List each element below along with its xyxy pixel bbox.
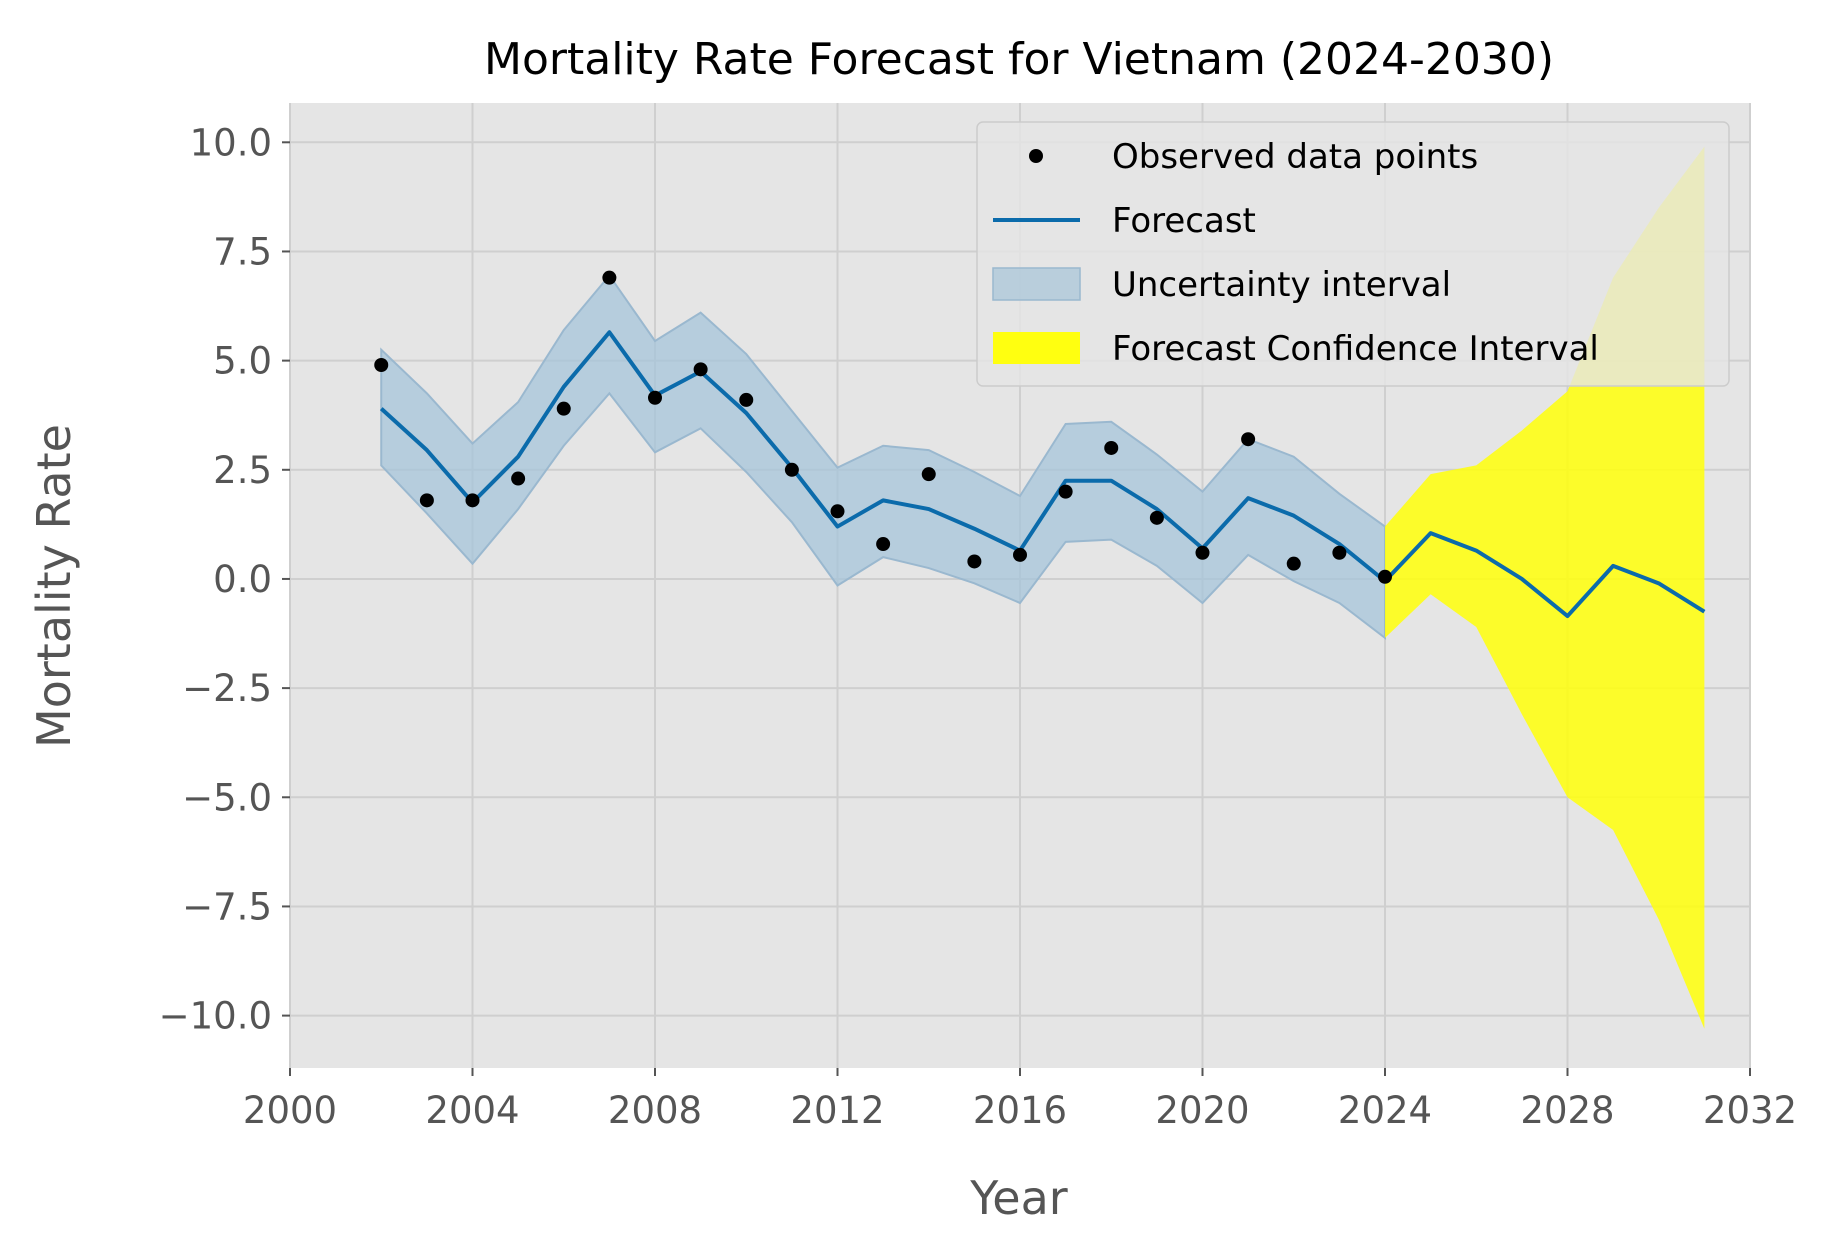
observed-point: [830, 504, 845, 519]
observed-point: [784, 462, 799, 477]
observed-point: [1241, 432, 1256, 447]
legend-label-uncertainty: Uncertainty interval: [1112, 265, 1451, 305]
forecast-line: [379, 330, 1706, 619]
legend-marker-observed: [1029, 149, 1043, 163]
x-tick-label: 2016: [973, 1089, 1067, 1132]
lines-layer: [379, 330, 1706, 619]
observed-point: [511, 471, 526, 486]
y-tick-label: 5.0: [213, 340, 272, 383]
legend-label-confidence: Forecast Confidence Interval: [1112, 329, 1599, 369]
y-tick-label: −10.0: [159, 995, 272, 1038]
observed-point: [556, 401, 571, 416]
x-tick-label: 2028: [1520, 1089, 1614, 1132]
chart-title: Mortality Rate Forecast for Vietnam (202…: [484, 34, 1554, 85]
observed-point: [419, 493, 434, 508]
observed-point: [648, 390, 662, 405]
observed-point: [693, 362, 708, 377]
observed-point: [1286, 556, 1301, 571]
legend-label-observed: Observed data points: [1112, 137, 1478, 177]
y-tick-label: 10.0: [190, 121, 272, 164]
y-tick-label: 0.0: [213, 558, 272, 601]
y-axis: 10.0 7.5 5.0 2.5 0.0 −2.5 −5.0 −7.5 −10.0: [159, 121, 290, 1038]
x-tick-label: 2032: [1703, 1089, 1797, 1132]
observed-point: [1104, 440, 1119, 455]
legend-marker-confidence: [993, 332, 1080, 364]
x-tick-label: 2012: [790, 1089, 884, 1132]
y-axis-label: Mortality Rate: [27, 424, 81, 748]
points-layer: [374, 270, 1392, 584]
observed-point: [876, 537, 891, 552]
legend-marker-uncertainty: [992, 267, 1081, 301]
observed-point: [967, 554, 982, 569]
x-tick-label: 2024: [1338, 1089, 1432, 1132]
x-tick-label: 2008: [608, 1089, 702, 1132]
observed-point: [921, 467, 936, 482]
observed-point: [1013, 547, 1027, 562]
y-tick-label: −5.0: [182, 776, 272, 819]
legend-box: [976, 121, 1730, 387]
y-tick-label: 7.5: [213, 230, 272, 273]
observed-point: [374, 357, 389, 372]
x-tick-label: 2004: [425, 1089, 519, 1132]
observed-point: [1332, 545, 1347, 560]
y-tick-label: −7.5: [182, 885, 272, 928]
observed-point: [602, 270, 617, 285]
y-tick-label: 2.5: [213, 449, 272, 492]
x-axis: 2000 2004 2008 2012 2016 2020 2024 2028 2032: [243, 1068, 1797, 1132]
observed-point: [1378, 569, 1392, 584]
x-axis-label: Year: [969, 1171, 1067, 1225]
x-tick-label: 2020: [1155, 1089, 1249, 1132]
y-tick-label: −2.5: [182, 667, 272, 710]
observed-point: [1058, 484, 1073, 499]
observed-point: [1195, 545, 1210, 560]
observed-point: [1149, 510, 1164, 525]
x-tick-label: 2000: [243, 1089, 337, 1132]
observed-point: [739, 392, 754, 407]
legend: Observed data points Forecast Uncertaint…: [976, 121, 1730, 387]
legend-label-forecast: Forecast: [1112, 201, 1256, 241]
observed-point: [465, 493, 480, 508]
